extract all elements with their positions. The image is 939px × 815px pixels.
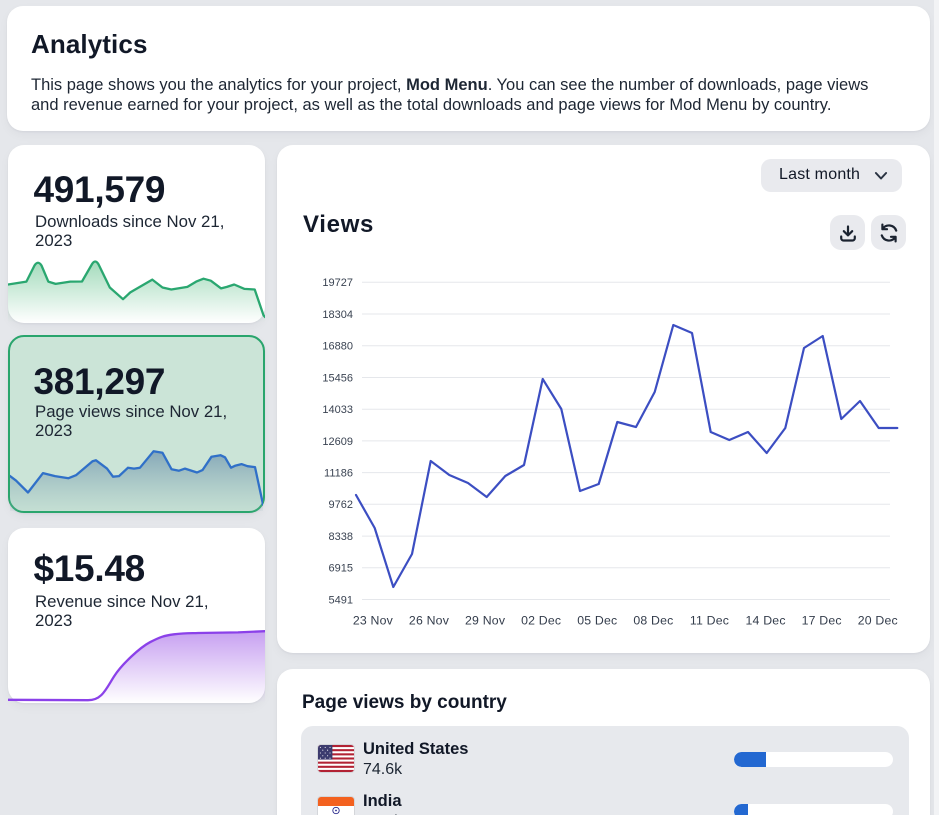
svg-text:29 Nov: 29 Nov [465, 614, 506, 628]
svg-text:23 Nov: 23 Nov [353, 614, 394, 628]
svg-text:05 Dec: 05 Dec [577, 614, 617, 628]
svg-text:19727: 19727 [322, 277, 353, 289]
svg-text:11 Dec: 11 Dec [690, 614, 729, 628]
svg-text:16880: 16880 [322, 341, 353, 353]
svg-text:14 Dec: 14 Dec [746, 614, 786, 628]
svg-text:08 Dec: 08 Dec [633, 614, 673, 628]
svg-text:14033: 14033 [322, 404, 353, 416]
svg-text:17 Dec: 17 Dec [802, 614, 842, 628]
svg-text:11186: 11186 [324, 468, 353, 480]
svg-text:20 Dec: 20 Dec [858, 614, 898, 628]
svg-text:15456: 15456 [322, 372, 353, 384]
svg-text:18304: 18304 [322, 309, 353, 321]
svg-text:02 Dec: 02 Dec [521, 614, 561, 628]
svg-text:5491: 5491 [329, 594, 353, 606]
svg-text:9762: 9762 [329, 499, 353, 511]
svg-text:8338: 8338 [329, 531, 353, 543]
svg-text:12609: 12609 [322, 436, 353, 448]
svg-text:6915: 6915 [329, 563, 353, 575]
svg-text:26 Nov: 26 Nov [409, 614, 450, 628]
